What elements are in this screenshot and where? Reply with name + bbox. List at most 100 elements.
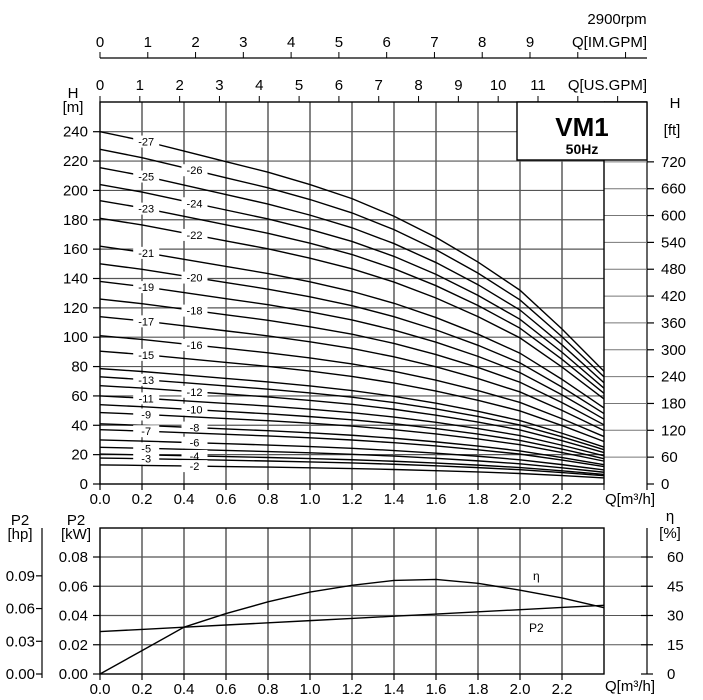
x-axis-label: Q[m³/h] — [605, 491, 655, 508]
power-efficiency-plot: 0.000.020.040.060.080.000.030.060.09P2[h… — [6, 508, 684, 698]
efficiency-axis-name: η — [666, 508, 674, 525]
kw-tick-label: 0.00 — [59, 666, 88, 683]
head-curve-stage-27 — [99, 131, 605, 372]
curve-label-bg — [133, 373, 160, 386]
curve-label-bg — [181, 339, 208, 352]
curve-label-bg — [133, 452, 160, 465]
curve-label: -21 — [138, 248, 154, 260]
im-gpm-tick-label: 0 — [96, 34, 104, 51]
ft-tick-label: 600 — [661, 208, 686, 225]
curve-label-bg — [181, 164, 208, 177]
curve-label: -26 — [187, 165, 203, 177]
ft-tick-label: 420 — [661, 288, 686, 305]
pct-tick-label: 15 — [667, 637, 684, 654]
y-axis-unit: [m] — [63, 99, 84, 116]
us-gpm-tick-label: 0 — [96, 77, 104, 94]
head-curve-stage-19 — [99, 280, 605, 420]
curve-label-bg — [133, 315, 160, 328]
us-gpm-axis-label: Q[US.GPM] — [568, 77, 647, 94]
power-curve-label: P2 — [529, 621, 544, 635]
curve-label-bg — [181, 228, 208, 241]
kw-axis-unit: [kW] — [61, 526, 91, 543]
y-axis-name: H — [68, 85, 79, 102]
curve-label-bg — [181, 403, 208, 416]
y2-axis-unit: [ft] — [664, 122, 681, 139]
y-tick-label: 60 — [71, 388, 88, 405]
x-tick-label: 1.0 — [300, 681, 321, 698]
pct-tick-label: 60 — [667, 549, 684, 566]
hp-tick-label: 0.00 — [6, 666, 35, 683]
efficiency-curve-label: η — [533, 569, 540, 583]
pct-tick-label: 30 — [667, 608, 684, 625]
y-tick-label: 180 — [63, 212, 88, 229]
curve-label: -23 — [138, 204, 154, 216]
curve-label: -24 — [187, 198, 203, 210]
x-tick-label: 2.2 — [552, 681, 573, 698]
curve-label: -10 — [187, 405, 203, 417]
kw-tick-label: 0.02 — [59, 637, 88, 654]
hp-tick-label: 0.03 — [6, 633, 35, 650]
kw-axis-name: P2 — [67, 512, 85, 529]
curve-label: -16 — [187, 340, 203, 352]
curve-label-bg — [181, 197, 208, 210]
us-gpm-tick-label: 3 — [215, 77, 223, 94]
im-gpm-tick-label: 3 — [239, 34, 247, 51]
x-tick-label: 1.8 — [468, 681, 489, 698]
us-gpm-tick-label: 11 — [530, 77, 546, 94]
curve-label-bg — [133, 202, 160, 215]
x-tick-label: 0.6 — [216, 491, 237, 508]
x-tick-label: 0.6 — [216, 681, 237, 698]
us-gpm-tick-label: 2 — [175, 77, 183, 94]
x-tick-label: 1.6 — [426, 491, 447, 508]
title-box — [516, 101, 648, 161]
x-tick-label: 0.2 — [132, 491, 153, 508]
head-curve-stage-3 — [99, 457, 605, 477]
ft-tick-label: 480 — [661, 261, 686, 278]
curve-label: -20 — [187, 273, 203, 285]
us-gpm-tick-label: 1 — [136, 77, 144, 94]
im-gpm-axis-label: Q[IM.GPM] — [572, 34, 647, 51]
pct-tick-label: 0 — [667, 666, 675, 683]
kw-tick-label: 0.04 — [59, 608, 88, 625]
curve-label: -15 — [138, 350, 154, 362]
x-tick-label: 0.0 — [90, 681, 111, 698]
im-gpm-tick-label: 9 — [526, 34, 534, 51]
y-tick-label: 200 — [63, 182, 88, 199]
curve-label-bg — [133, 425, 160, 438]
pct-tick-label: 45 — [667, 578, 684, 595]
y-tick-label: 240 — [63, 124, 88, 141]
y-tick-label: 20 — [71, 447, 88, 464]
im-gpm-tick-label: 6 — [382, 34, 390, 51]
head-curve-stage-7 — [99, 428, 605, 468]
x-tick-label: 0.8 — [258, 491, 279, 508]
im-gpm-tick-label: 5 — [335, 34, 343, 51]
curve-label-bg — [181, 304, 208, 317]
efficiency-axis-unit: [%] — [659, 525, 681, 542]
ft-tick-label: 60 — [661, 449, 678, 466]
im-gpm-tick-label: 4 — [287, 34, 295, 51]
power-curve — [99, 604, 605, 633]
curve-label: -17 — [138, 316, 154, 328]
head-curve-stage-25 — [99, 166, 605, 384]
curve-label: -4 — [190, 451, 200, 463]
ft-tick-label: 0 — [661, 476, 669, 493]
curve-label-bg — [133, 442, 160, 455]
y-tick-label: 40 — [71, 417, 88, 434]
head-curve-stage-17 — [99, 315, 605, 432]
x-tick-label: 2.0 — [510, 681, 531, 698]
y-tick-label: 140 — [63, 270, 88, 287]
curve-label: -25 — [138, 172, 154, 184]
curve-label: -12 — [187, 387, 203, 399]
y-tick-label: 220 — [63, 153, 88, 170]
y-tick-label: 100 — [63, 329, 88, 346]
x-tick-label: 1.4 — [384, 491, 405, 508]
im-gpm-tick-label: 7 — [430, 34, 438, 51]
x-tick-label: 2.2 — [552, 491, 573, 508]
kw-tick-label: 0.08 — [59, 549, 88, 566]
head-curve-stage-11 — [99, 395, 605, 457]
y-tick-label: 80 — [71, 359, 88, 376]
im-gpm-tick-label: 1 — [144, 34, 152, 51]
curve-label: -27 — [138, 137, 154, 149]
head-curve-stage-5 — [99, 446, 605, 473]
